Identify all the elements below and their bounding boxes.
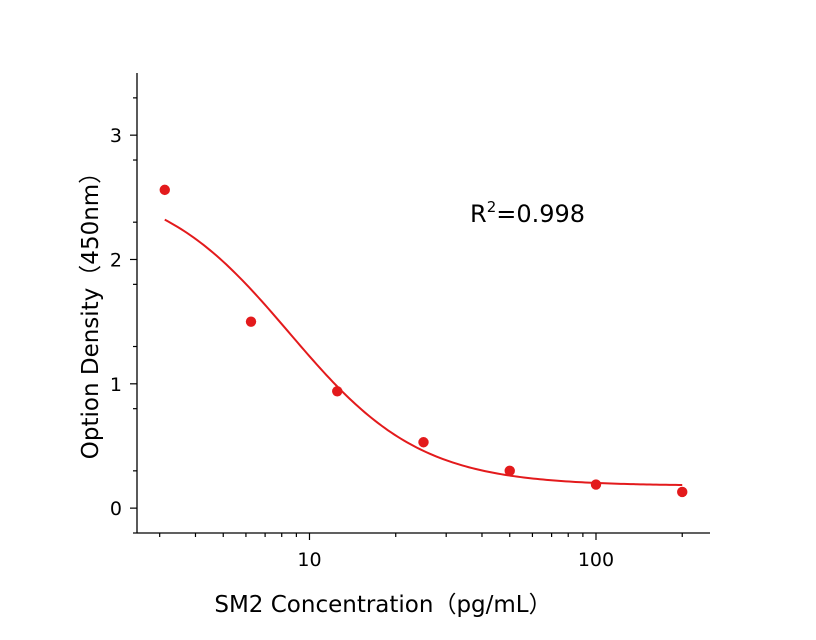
r-squared-value: =0.998 <box>496 200 585 228</box>
plot-area: 0 1 2 3 10 100 <box>110 73 710 571</box>
ticks-layer: 0 1 2 3 10 100 <box>110 97 683 571</box>
x-tick-label: 10 <box>297 549 321 571</box>
y-tick-label: 3 <box>110 125 122 147</box>
points-layer <box>159 184 688 498</box>
data-point <box>245 316 257 327</box>
y-tick-label: 2 <box>110 249 122 271</box>
x-tick-label: 100 <box>578 549 614 571</box>
data-point <box>159 184 170 196</box>
data-point <box>332 386 343 397</box>
data-point <box>590 479 602 490</box>
y-tick-label: 0 <box>110 498 122 520</box>
data-point <box>677 486 688 498</box>
r-squared-superscript: 2 <box>487 198 497 216</box>
data-point <box>418 437 429 448</box>
x-axis-title: SM2 Concentration（pg/mL） <box>214 592 551 618</box>
r-squared-base: R <box>470 200 487 228</box>
r-squared-annotation: R2=0.998 <box>470 198 585 228</box>
y-tick-label: 1 <box>110 374 122 396</box>
data-point <box>504 465 515 477</box>
y-axis-title: Option Density（450nm） <box>78 161 104 459</box>
